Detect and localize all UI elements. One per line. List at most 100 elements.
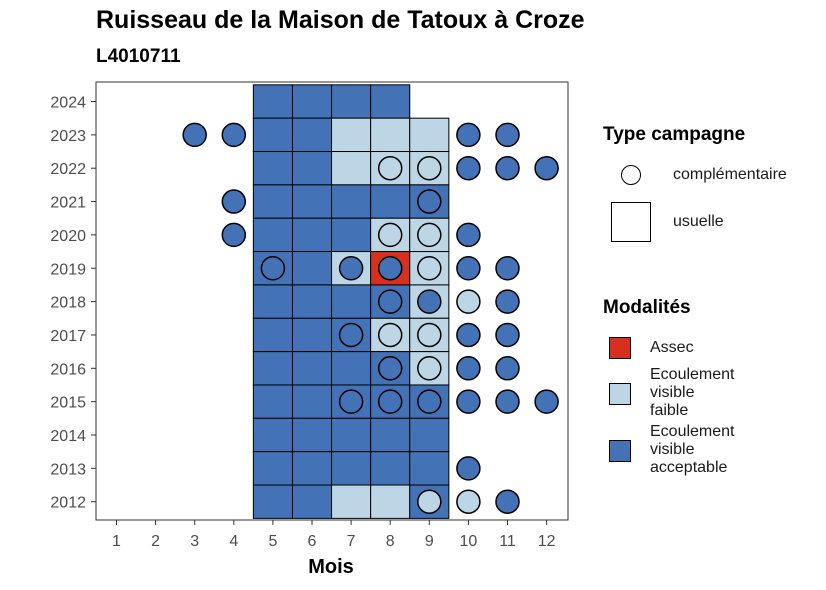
legend-label-line: Ecoulement bbox=[650, 423, 735, 440]
complementaire-point bbox=[377, 222, 403, 248]
complementaire-point bbox=[221, 122, 247, 148]
x-tick-label: 11 bbox=[499, 533, 516, 550]
y-tick-label: 2024 bbox=[50, 95, 86, 112]
complementaire-point bbox=[417, 389, 442, 414]
complementaire-point bbox=[377, 356, 403, 381]
x-tick-label: 7 bbox=[347, 533, 356, 550]
legend-label-faible: Ecoulement visible faible bbox=[650, 366, 735, 420]
complementaire-point bbox=[456, 456, 481, 481]
usuelle-cell bbox=[370, 417, 411, 453]
usuelle-cell bbox=[252, 284, 293, 319]
usuelle-cell bbox=[409, 117, 450, 153]
complementaire-point bbox=[417, 256, 442, 281]
usuelle-cell bbox=[291, 351, 333, 386]
usuelle-cell bbox=[291, 417, 333, 453]
complementaire-point bbox=[456, 289, 481, 314]
usuelle-cell bbox=[331, 484, 372, 519]
legend-key-acceptable bbox=[609, 440, 631, 462]
chart-subtitle: L4010711 bbox=[96, 46, 181, 67]
complementaire-point bbox=[417, 222, 442, 248]
complementaire-point bbox=[377, 389, 403, 414]
x-tick-label: 12 bbox=[538, 533, 556, 550]
y-tick-label: 2022 bbox=[50, 161, 86, 178]
usuelle-cell bbox=[331, 184, 372, 219]
usuelle-cell bbox=[252, 484, 293, 519]
usuelle-cell bbox=[252, 217, 293, 253]
plot-panel-border bbox=[95, 81, 569, 521]
complementaire-point bbox=[417, 489, 442, 514]
usuelle-cell bbox=[291, 151, 333, 186]
legend-label-line: visible bbox=[650, 384, 695, 401]
usuelle-cell bbox=[291, 384, 333, 419]
complementaire-point bbox=[417, 189, 442, 214]
complementaire-point bbox=[338, 389, 364, 414]
usuelle-cell bbox=[252, 417, 293, 453]
usuelle-cell bbox=[252, 384, 293, 419]
usuelle-cell bbox=[291, 84, 333, 119]
usuelle-cell bbox=[370, 117, 411, 153]
y-tick-label: 2016 bbox=[50, 361, 86, 378]
y-tick-label: 2014 bbox=[50, 428, 86, 445]
usuelle-cell bbox=[252, 117, 293, 153]
complementaire-point bbox=[260, 256, 286, 281]
y-tick-label: 2012 bbox=[50, 495, 86, 512]
usuelle-cell bbox=[252, 84, 293, 119]
usuelle-cell bbox=[409, 417, 450, 453]
y-tick-label: 2013 bbox=[50, 461, 86, 478]
usuelle-cell bbox=[370, 451, 411, 486]
complementaire-point bbox=[456, 155, 481, 181]
usuelle-cell bbox=[331, 217, 372, 253]
usuelle-cell bbox=[291, 251, 333, 286]
complementaire-point bbox=[495, 489, 520, 514]
x-tick-label: 2 bbox=[151, 533, 160, 550]
legend-circle-key bbox=[621, 165, 641, 185]
complementaire-point bbox=[377, 322, 403, 348]
usuelle-cell bbox=[291, 217, 333, 253]
complementaire-point bbox=[377, 256, 403, 281]
legend-label-acceptable: Ecoulement visible acceptable bbox=[650, 423, 735, 477]
x-tick-label: 9 bbox=[425, 533, 434, 550]
legend-square-key bbox=[611, 202, 651, 242]
usuelle-cell bbox=[409, 451, 450, 486]
complementaire-point bbox=[456, 356, 481, 381]
usuelle-cell bbox=[252, 151, 293, 186]
complementaire-point bbox=[534, 389, 559, 414]
x-tick-label: 5 bbox=[268, 533, 277, 550]
x-tick-label: 10 bbox=[460, 533, 478, 550]
complementaire-point bbox=[338, 256, 364, 281]
legend-label-line: faible bbox=[650, 402, 689, 419]
usuelle-cell bbox=[252, 317, 293, 353]
x-tick-label: 3 bbox=[190, 533, 199, 550]
chart-title: Ruisseau de la Maison de Tatoux à Croze bbox=[96, 6, 585, 34]
usuelle-cell bbox=[331, 351, 372, 386]
y-tick-label: 2017 bbox=[50, 328, 86, 345]
legend-type-title: Type campagne bbox=[603, 124, 746, 145]
usuelle-cell bbox=[291, 117, 333, 153]
complementaire-point bbox=[456, 222, 481, 248]
x-tick-label: 6 bbox=[308, 533, 317, 550]
legend-type-label-usuelle: usuelle bbox=[673, 213, 724, 230]
complementaire-point bbox=[456, 122, 481, 148]
complementaire-point bbox=[495, 122, 520, 148]
usuelle-cell bbox=[370, 84, 411, 119]
y-tick-label: 2018 bbox=[50, 295, 86, 312]
usuelle-cell bbox=[331, 84, 372, 119]
usuelle-cell bbox=[331, 151, 372, 186]
complementaire-point bbox=[456, 489, 481, 514]
legend-type-label-complementaire: complémentaire bbox=[673, 166, 787, 183]
complementaire-point bbox=[495, 389, 520, 414]
usuelle-cell bbox=[291, 317, 333, 353]
y-tick-label: 2021 bbox=[50, 195, 86, 212]
y-tick-label: 2015 bbox=[50, 395, 86, 412]
legend-label-line: visible bbox=[650, 441, 695, 458]
y-tick-label: 2020 bbox=[50, 228, 86, 245]
usuelle-cell bbox=[291, 451, 333, 486]
complementaire-point bbox=[495, 256, 520, 281]
legend-label-assec: Assec bbox=[650, 339, 694, 357]
usuelle-cell bbox=[331, 117, 372, 153]
usuelle-cell bbox=[331, 417, 372, 453]
usuelle-cell bbox=[331, 451, 372, 486]
complementaire-point bbox=[377, 155, 403, 181]
usuelle-cell bbox=[252, 451, 293, 486]
